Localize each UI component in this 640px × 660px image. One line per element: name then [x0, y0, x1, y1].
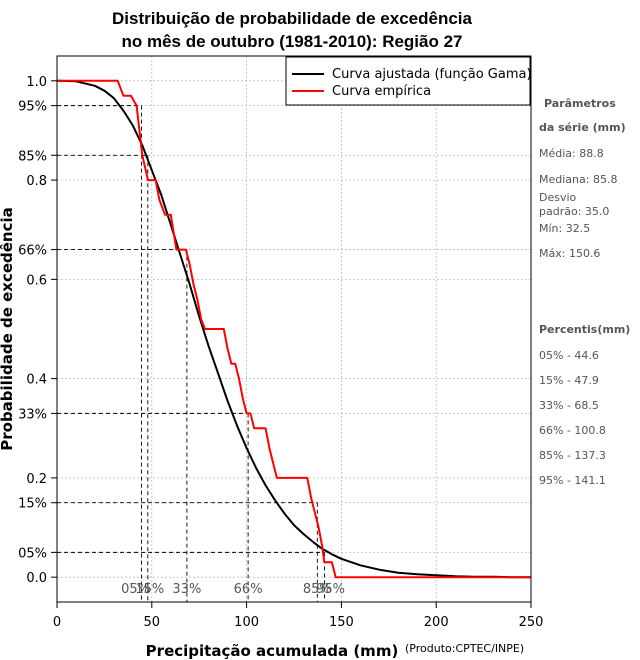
y-tick-label-7: 66% — [18, 244, 47, 259]
plot-area-border — [56, 55, 532, 603]
y-tick-label-8: 0.8 — [26, 174, 47, 189]
param-mediana: Mediana: 85.8 — [539, 173, 617, 186]
param-min: Mín: 32.5 — [539, 222, 590, 235]
fitted-gamma-curve — [56, 79, 531, 579]
y-tick-label-9: 85% — [18, 149, 47, 164]
x-tick-label-2: 100 — [234, 615, 259, 630]
percentile-x-labels: 05%15% 33% 66% 85%95% — [121, 582, 345, 597]
series-parameters-panel: Parâmetros da série (mm) Média: 88.8 Med… — [539, 97, 626, 260]
legend: Curva ajustada (função Gama) Curva empír… — [285, 56, 532, 106]
grid-lines — [56, 56, 532, 602]
y-axis: 0.0 05% 15% 0.2 33% 0.4 0.6 66% 0.8 85% 95% 1.0 — [18, 75, 57, 586]
y-tick-label-11: 1.0 — [26, 75, 47, 90]
y-tick-label-10: 95% — [18, 100, 47, 115]
percentis-title: Percentis(mm) — [539, 323, 630, 336]
data-series — [56, 79, 531, 579]
chart-title-line2: no mês de outubro (1981-2010): Região 27 — [121, 32, 462, 51]
x-axis: 0 50 100 150 200 250 — [53, 602, 544, 630]
percentile-x-label-1: 15% — [135, 582, 164, 597]
percentile-x-label-2: 33% — [172, 582, 201, 597]
param-desvio-1: Desvio — [539, 191, 577, 204]
y-tick-label-6: 0.6 — [26, 273, 47, 288]
x-tick-label-5: 250 — [519, 615, 544, 630]
x-tick-label-0: 0 — [53, 615, 61, 630]
y-tick-label-1: 05% — [18, 546, 47, 561]
legend-box — [285, 56, 531, 106]
percentiles-panel: Percentis(mm) 05% - 44.6 15% - 47.9 33% … — [539, 323, 630, 487]
x-tick-label-4: 200 — [424, 615, 449, 630]
percentil-15: 15% - 47.9 — [539, 374, 599, 387]
param-max: Máx: 150.6 — [539, 247, 600, 260]
credit-text: (Produto:CPTEC/INPE) — [405, 642, 524, 655]
chart-title-line1: Distribuição de probabilidade de excedên… — [112, 9, 472, 28]
y-tick-label-0: 0.0 — [26, 571, 47, 586]
empirical-curve — [57, 79, 531, 579]
percentil-05: 05% - 44.6 — [539, 349, 599, 362]
percentile-x-label-5: 95% — [316, 582, 345, 597]
y-tick-label-3: 0.2 — [26, 472, 47, 487]
x-tick-label-1: 50 — [144, 615, 161, 630]
percentile-x-label-4: 85% — [303, 582, 332, 597]
param-media: Média: 88.8 — [539, 147, 604, 160]
y-tick-label-2: 15% — [18, 497, 47, 512]
percentile-x-label-0: 05% — [121, 582, 150, 597]
percentile-x-label-3: 66% — [234, 582, 263, 597]
y-tick-label-4: 33% — [18, 407, 47, 422]
percentil-66: 66% - 100.8 — [539, 424, 606, 437]
y-tick-label-5: 0.4 — [26, 373, 47, 388]
percentil-85: 85% - 137.3 — [539, 449, 606, 462]
percentil-33: 33% - 68.5 — [539, 399, 599, 412]
legend-label-fitted: Curva ajustada (função Gama) — [332, 67, 532, 82]
param-desvio-2: padrão: 35.0 — [539, 205, 609, 218]
params-title-1: Parâmetros — [544, 97, 616, 110]
x-axis-label: Precipitação acumulada (mm) — [146, 642, 399, 660]
x-tick-label-3: 150 — [329, 615, 354, 630]
y-axis-label: Probabilidade de excedência — [0, 207, 16, 451]
params-title-2: da série (mm) — [539, 121, 626, 134]
percentil-95: 95% - 141.1 — [539, 474, 606, 487]
legend-label-empirical: Curva empírica — [332, 84, 431, 99]
